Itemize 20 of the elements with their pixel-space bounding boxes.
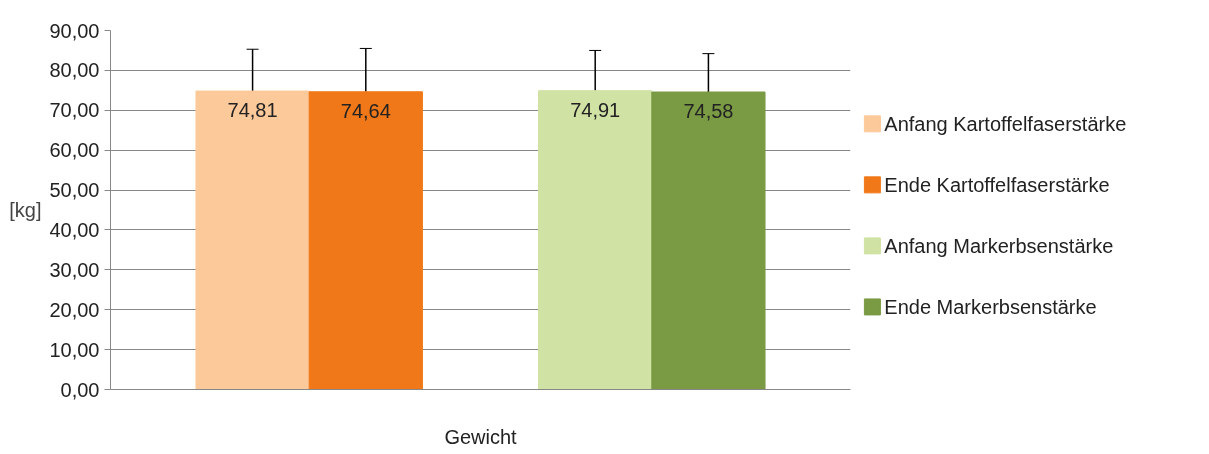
y-tick-label: 50,00 <box>49 179 100 202</box>
y-tick-label: 10,00 <box>49 338 100 361</box>
y-tick-label: 60,00 <box>49 139 100 162</box>
legend-label: Anfang Kartoffelfaserstärke <box>884 112 1127 135</box>
legend-label: Ende Markerbsenstärke <box>884 295 1097 318</box>
y-tick-label: 80,00 <box>49 59 100 82</box>
legend-label: Ende Kartoffelfaserstärke <box>884 173 1110 196</box>
y-tick-label: 90,00 <box>49 19 100 42</box>
y-tick-label: 0,00 <box>60 378 100 401</box>
y-tick-label: 30,00 <box>49 258 100 281</box>
data-label: 74,91 <box>570 98 621 121</box>
data-label: 74,58 <box>683 100 734 123</box>
legend-label: Anfang Markerbsenstärke <box>884 234 1114 257</box>
data-label: 74,81 <box>227 99 278 122</box>
y-axis-title: [kg] <box>9 199 42 221</box>
data-label: 74,64 <box>340 99 391 122</box>
x-tick-label: Gewicht <box>444 425 518 448</box>
y-tick-label: 70,00 <box>49 99 100 122</box>
y-tick-label: 40,00 <box>49 218 100 241</box>
y-tick-label: 20,00 <box>49 298 100 321</box>
